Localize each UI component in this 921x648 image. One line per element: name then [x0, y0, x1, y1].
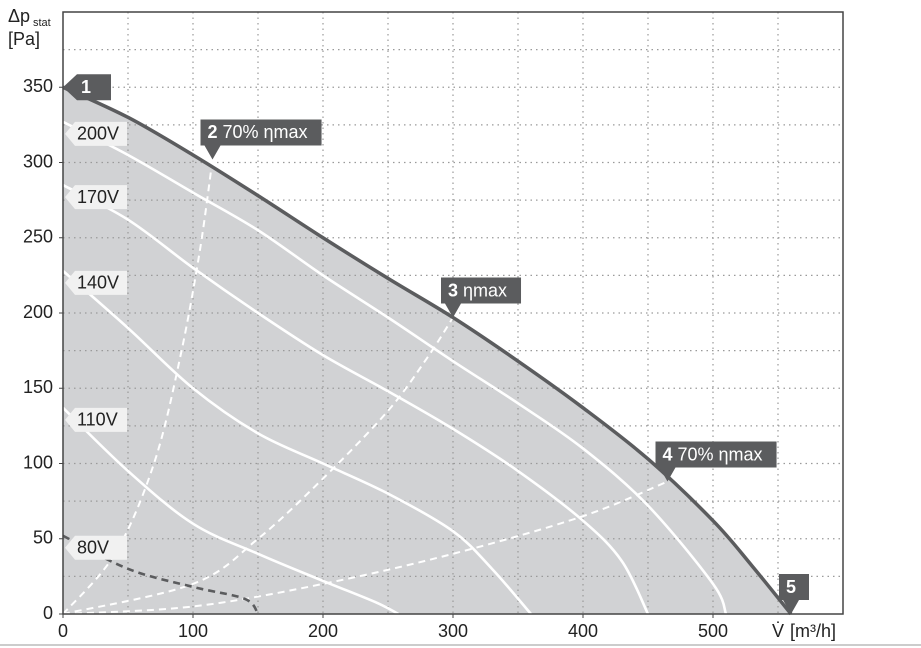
y-label: Δp: [8, 6, 30, 26]
y-tick-label: 250: [23, 227, 53, 247]
voltage-tag: [65, 535, 127, 560]
voltage-tag: [65, 121, 127, 146]
marker-text: 70% ηmax: [678, 444, 763, 464]
voltage-curve: [62, 406, 400, 616]
y-tick-label: 350: [23, 76, 53, 96]
voltage-label: 80V: [77, 537, 109, 557]
marker-number: 4: [663, 444, 673, 464]
voltage-curve: [62, 183, 650, 615]
voltage-label: 110V: [77, 410, 118, 430]
voltage-tag: [65, 270, 127, 295]
x-label: V̇: [772, 621, 784, 641]
marker-shape: [63, 74, 111, 101]
x-unit: [m³/h]: [790, 621, 836, 641]
x-tick-label: 300: [438, 621, 468, 641]
efficiency-curve: [62, 316, 454, 615]
x-tick-label: 500: [698, 621, 728, 641]
voltage-tag: [65, 185, 127, 210]
marker: 5: [779, 574, 809, 614]
marker-shape: [779, 574, 809, 614]
y-tick-label: 0: [43, 603, 53, 623]
marker: 1: [63, 74, 111, 101]
marker-shape: [200, 119, 322, 160]
marker-shape: [441, 277, 522, 318]
marker-text: 70% ηmax: [223, 122, 308, 142]
marker-number: 5: [786, 577, 796, 597]
y-tick-label: 50: [33, 528, 53, 548]
voltage-tag: [65, 407, 127, 432]
marker: 4 70% ηmax: [655, 441, 777, 482]
voltage-label: 200V: [77, 124, 119, 144]
x-tick-label: 100: [178, 621, 208, 641]
marker-text: ηmax: [463, 280, 507, 300]
voltage-label: 170V: [77, 187, 119, 207]
voltage-curve: [62, 269, 532, 615]
marker: 2 70% ηmax: [200, 119, 322, 160]
x-tick-label: 0: [58, 621, 68, 641]
y-unit: [Pa]: [8, 29, 40, 49]
y-tick-label: 150: [23, 377, 53, 397]
y-tick-label: 200: [23, 302, 53, 322]
marker-number: 1: [81, 77, 91, 97]
efficiency-curve: [62, 159, 214, 615]
y-tick-label: 100: [23, 452, 53, 472]
y-label-sub: stat: [33, 17, 51, 29]
voltage-label: 140V: [77, 273, 119, 293]
voltage-curve: [62, 120, 728, 615]
y-tick-label: 300: [23, 151, 53, 171]
marker-number: 2: [208, 122, 218, 142]
marker: 3 ηmax: [441, 277, 522, 318]
x-tick-label: 400: [568, 621, 598, 641]
efficiency-curve: [62, 480, 668, 615]
marker-shape: [655, 441, 777, 482]
x-tick-label: 200: [308, 621, 338, 641]
marker-number: 3: [448, 280, 458, 300]
